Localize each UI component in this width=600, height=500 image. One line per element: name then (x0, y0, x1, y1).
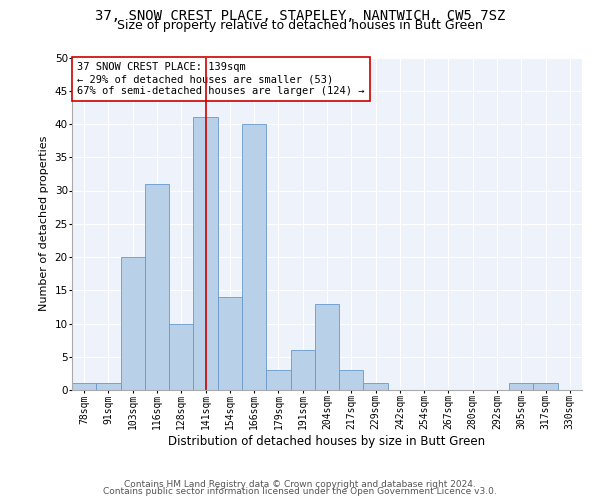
Text: Size of property relative to detached houses in Butt Green: Size of property relative to detached ho… (117, 19, 483, 32)
Bar (72, 384, 96, 390)
Bar (169, 324, 193, 390)
Bar (96, 384, 121, 390)
Text: Contains HM Land Registry data © Crown copyright and database right 2024.: Contains HM Land Registry data © Crown c… (124, 480, 476, 489)
Bar (339, 370, 364, 390)
Bar (218, 297, 242, 390)
Bar (364, 384, 388, 390)
Bar (193, 118, 218, 390)
Bar (533, 384, 558, 390)
Bar (315, 304, 339, 390)
Bar (509, 384, 533, 390)
Bar (121, 257, 145, 390)
Bar (242, 124, 266, 390)
Bar (145, 184, 169, 390)
Text: 37 SNOW CREST PLACE: 139sqm
← 29% of detached houses are smaller (53)
67% of sem: 37 SNOW CREST PLACE: 139sqm ← 29% of det… (77, 62, 365, 96)
Text: 37, SNOW CREST PLACE, STAPELEY, NANTWICH, CW5 7SZ: 37, SNOW CREST PLACE, STAPELEY, NANTWICH… (95, 9, 505, 23)
Bar (290, 350, 315, 390)
X-axis label: Distribution of detached houses by size in Butt Green: Distribution of detached houses by size … (169, 435, 485, 448)
Bar (266, 370, 290, 390)
Text: Contains public sector information licensed under the Open Government Licence v3: Contains public sector information licen… (103, 487, 497, 496)
Y-axis label: Number of detached properties: Number of detached properties (39, 136, 49, 312)
